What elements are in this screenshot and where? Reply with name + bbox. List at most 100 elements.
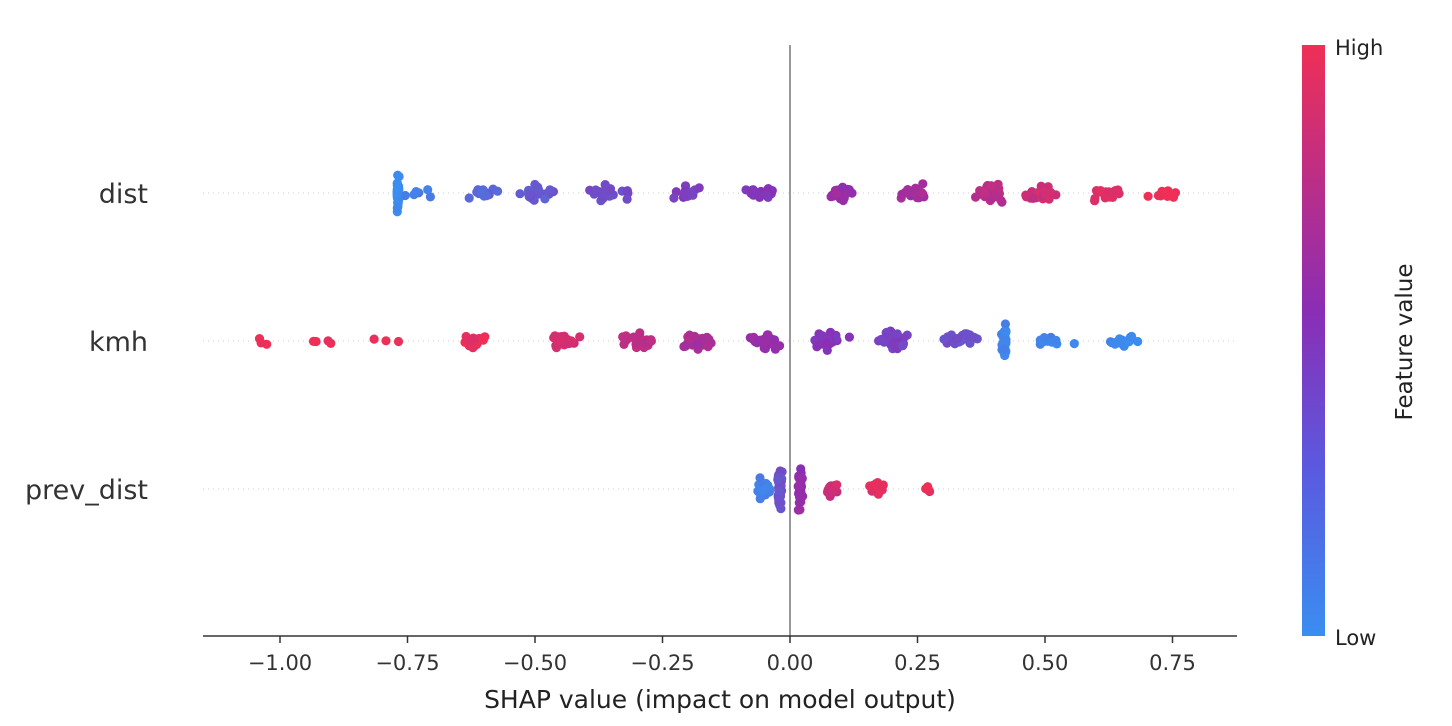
point-dist-1-4 [400, 190, 410, 201]
point-dist-8-23 [910, 183, 921, 193]
point-dist-9-29 [991, 191, 1001, 202]
x-tick-label-7: 0.75 [1149, 651, 1196, 675]
point-dist-10-23 [1021, 190, 1031, 200]
point-kmh-1-2 [311, 336, 321, 347]
point-kmh-2-2 [393, 336, 404, 347]
point-dist-3-19 [540, 194, 550, 204]
point-kmh-12-9 [1051, 335, 1061, 345]
feature-label-dist: dist [99, 179, 148, 210]
point-kmh-3-14 [478, 335, 488, 345]
point-dist-10-21 [1028, 193, 1038, 203]
point-prev_dist-0-29 [758, 486, 768, 496]
point-dist-3-22 [533, 185, 544, 195]
point-kmh-4-21 [554, 336, 564, 346]
point-kmh-7-25 [769, 335, 780, 345]
point-dist-9-20 [997, 197, 1007, 207]
point-dist-1-0 [425, 192, 435, 202]
point-dist-4-20 [622, 186, 633, 196]
point-dist-9-27 [980, 188, 990, 198]
point-kmh-4-2 [575, 332, 585, 342]
point-prev_dist-5-4 [923, 482, 933, 492]
feature-label-kmh: kmh [89, 327, 148, 358]
colorbar-low-label: Low [1335, 626, 1376, 650]
point-prev_dist-3-17 [828, 486, 838, 496]
x-tick-label-3: −0.25 [630, 651, 694, 675]
x-axis-ticks: −1.00 −0.75 −0.50 −0.25 0.00 0.25 0.50 0.75 [248, 636, 1196, 675]
point-dist-5-18 [694, 183, 704, 193]
point-dist-1-2 [423, 185, 433, 195]
x-tick-label-6: 0.50 [1022, 651, 1069, 675]
point-kmh-11-37 [1001, 327, 1011, 337]
point-dist-9-25 [986, 181, 996, 191]
point-dist-3-23 [525, 189, 535, 199]
point-dist-4-19 [598, 190, 608, 200]
colorbar-high-label: High [1335, 36, 1383, 60]
colorbar-title: Feature value [1392, 263, 1418, 420]
feature-labels: dist kmh prev_dist [25, 179, 148, 506]
feature-grid-lines [203, 192, 1237, 490]
point-kmh-9-27 [879, 337, 889, 347]
point-kmh-8-25 [817, 331, 828, 341]
point-prev_dist-1-49 [774, 486, 784, 496]
point-kmh-10-17 [939, 334, 949, 344]
point-kmh-6-22 [692, 339, 702, 349]
point-kmh-2-1 [381, 336, 391, 346]
point-kmh-9-26 [898, 341, 908, 351]
point-dist-6-16 [754, 191, 764, 201]
point-dist-4-15 [591, 185, 601, 195]
point-dist-4-18 [622, 194, 632, 204]
point-kmh-6-27 [680, 341, 691, 351]
point-prev_dist-2-8 [795, 505, 805, 515]
point-dist-8-1 [918, 179, 928, 189]
point-dist-2-12 [464, 193, 474, 203]
point-dist-8-22 [897, 189, 907, 199]
point-prev_dist-0-17 [755, 473, 765, 483]
point-prev_dist-1-48 [773, 475, 783, 485]
point-dist-11-17 [1096, 186, 1106, 196]
point-dist-7-16 [838, 182, 848, 192]
point-kmh-8-10 [844, 332, 855, 342]
point-dist-0-37 [392, 184, 402, 194]
point-kmh-13-15 [1125, 332, 1135, 342]
point-kmh-5-25 [618, 332, 628, 342]
point-kmh-13-13 [1114, 334, 1125, 344]
point-kmh-1-3 [323, 336, 333, 346]
point-kmh-10-16 [969, 332, 979, 342]
colorbar [1302, 45, 1325, 636]
point-dist-2-13 [481, 191, 492, 201]
point-kmh-8-24 [812, 342, 822, 352]
point-kmh-13-6 [1133, 336, 1143, 347]
point-kmh-6-25 [689, 331, 700, 341]
point-kmh-2-0 [369, 334, 379, 344]
point-dist-11-16 [1107, 190, 1118, 200]
point-kmh-10-21 [962, 329, 972, 339]
x-axis-label: SHAP value (impact on model output) [484, 685, 956, 714]
feature-label-prev_dist: prev_dist [25, 475, 148, 506]
point-dist-12-9 [1168, 192, 1179, 202]
point-dist-4-21 [605, 185, 615, 195]
point-kmh-7-20 [752, 338, 762, 348]
x-tick-label-1: −0.75 [375, 651, 439, 675]
point-dist-3-14 [545, 185, 555, 195]
x-tick-label-0: −1.00 [248, 651, 312, 675]
point-dist-5-13 [669, 193, 679, 203]
point-kmh-5-28 [646, 335, 656, 345]
point-dist-5-19 [679, 190, 689, 200]
point-kmh-3-17 [469, 334, 480, 344]
point-kmh-12-8 [1039, 333, 1049, 343]
point-kmh-11-43 [999, 344, 1009, 354]
point-prev_dist-2-39 [794, 481, 804, 491]
point-dist-0-34 [393, 170, 403, 180]
point-kmh-12-4 [1069, 339, 1079, 349]
point-prev_dist-4-13 [877, 485, 887, 495]
point-kmh-7-23 [760, 337, 770, 347]
point-kmh-10-23 [952, 334, 963, 344]
point-prev_dist-2-31 [796, 464, 806, 474]
point-dist-2-8 [493, 186, 503, 196]
x-tick-label-2: −0.50 [503, 651, 567, 675]
point-kmh-8-23 [821, 338, 832, 348]
point-prev_dist-2-37 [798, 491, 808, 501]
point-kmh-9-24 [892, 329, 902, 339]
point-dist-7-19 [847, 188, 857, 198]
